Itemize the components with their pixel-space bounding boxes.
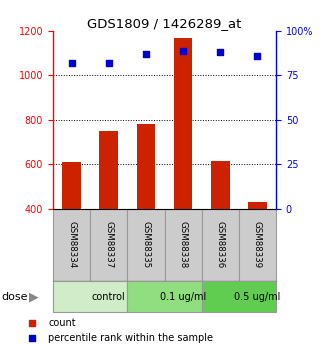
Bar xyxy=(202,281,276,312)
Text: ▶: ▶ xyxy=(29,290,39,303)
Bar xyxy=(127,209,164,281)
Bar xyxy=(174,38,192,209)
Bar xyxy=(239,209,276,281)
Title: GDS1809 / 1426289_at: GDS1809 / 1426289_at xyxy=(87,17,242,30)
Bar xyxy=(62,162,81,209)
Bar xyxy=(137,124,155,209)
Text: GSM88334: GSM88334 xyxy=(67,221,76,268)
Text: GSM88335: GSM88335 xyxy=(142,221,151,268)
Text: percentile rank within the sample: percentile rank within the sample xyxy=(48,333,213,343)
Point xyxy=(69,60,74,66)
Point xyxy=(106,60,111,66)
Bar xyxy=(164,209,202,281)
Text: dose: dose xyxy=(2,292,28,302)
Text: 0.1 ug/ml: 0.1 ug/ml xyxy=(160,292,206,302)
Text: 0.5 ug/ml: 0.5 ug/ml xyxy=(234,292,281,302)
Point xyxy=(143,51,149,57)
Text: control: control xyxy=(92,292,126,302)
Bar xyxy=(248,202,267,209)
Bar xyxy=(90,209,127,281)
Point xyxy=(218,50,223,55)
Text: GSM88336: GSM88336 xyxy=(216,221,225,268)
Bar xyxy=(211,161,230,209)
Text: GSM88337: GSM88337 xyxy=(104,221,113,268)
Text: GSM88338: GSM88338 xyxy=(178,221,187,268)
Bar xyxy=(202,209,239,281)
Point xyxy=(180,48,186,53)
Text: GSM88339: GSM88339 xyxy=(253,221,262,268)
Point xyxy=(255,53,260,59)
Bar xyxy=(100,131,118,209)
Bar xyxy=(53,209,90,281)
Bar xyxy=(53,281,127,312)
Text: count: count xyxy=(48,318,76,328)
Point xyxy=(30,320,35,325)
Bar xyxy=(127,281,202,312)
Point xyxy=(30,335,35,341)
